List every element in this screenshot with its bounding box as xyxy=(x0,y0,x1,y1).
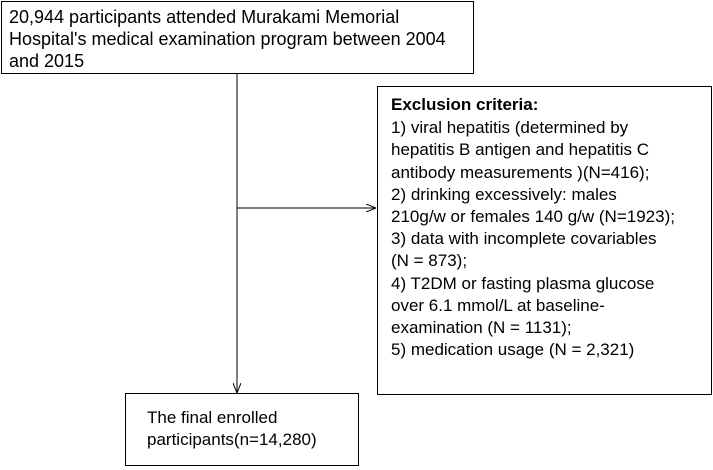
exclusion-line-6: 3) data with incomplete covariables xyxy=(391,229,657,249)
exclusion-line-4: 2) drinking excessively: males xyxy=(391,184,617,204)
source-line-3: and 2015 xyxy=(9,51,85,71)
participants-source-box: 20,944 participants attended Murakami Me… xyxy=(1,1,474,74)
exclusion-line-10: examination (N = 1131); xyxy=(391,318,572,338)
exclusion-line-9: over 6.1 mmol/L at baseline- xyxy=(391,295,605,315)
exclusion-line-8: 4) T2DM or fasting plasma glucose xyxy=(391,273,655,293)
exclusion-heading: Exclusion criteria: xyxy=(391,95,539,114)
source-line-1: 20,944 participants attended Murakami Me… xyxy=(9,7,400,27)
exclusion-line-7: (N = 873); xyxy=(391,251,468,271)
source-line-2: Hospital's medical examination program b… xyxy=(9,29,446,49)
final-enrolled-box: The final enrolled participants(n=14,280… xyxy=(125,393,359,466)
final-line-1: The final enrolled xyxy=(147,408,278,427)
exclusion-line-1: 1) viral hepatitis (determined by xyxy=(391,118,629,138)
exclusion-criteria-box: Exclusion criteria: 1) viral hepatitis (… xyxy=(377,86,712,395)
exclusion-line-3: antibody measurements )(N=416); xyxy=(391,162,650,182)
exclusion-line-11: 5) medication usage (N = 2,321) xyxy=(391,340,635,360)
exclusion-line-5: 210g/w or females 140 g/w (N=1923); xyxy=(391,207,675,227)
exclusion-line-2: hepatitis B antigen and hepatitis C xyxy=(391,140,650,160)
final-line-2: participants(n=14,280) xyxy=(147,430,317,449)
